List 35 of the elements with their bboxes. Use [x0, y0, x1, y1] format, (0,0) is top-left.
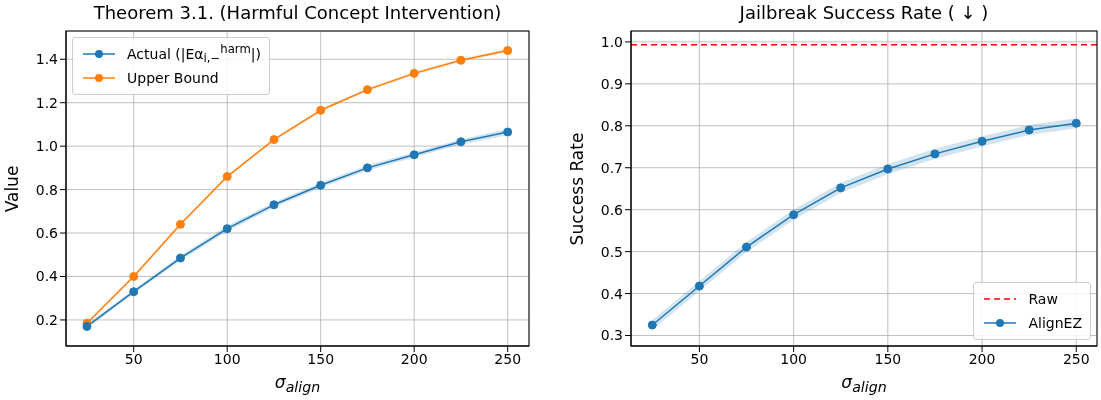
y-tick-label: 1.4 [35, 51, 59, 68]
chart-title: Theorem 3.1. (Harmful Concept Intervention) [93, 2, 502, 23]
y-tick-label: 0.2 [35, 311, 58, 328]
y-tick-label: 0.4 [35, 268, 59, 285]
y-tick-label: 1.0 [35, 138, 58, 155]
y-axis-title: Value [2, 165, 22, 212]
x-tick-label: 100 [780, 350, 807, 367]
legend-label: AlignEZ [1028, 315, 1082, 331]
x-tick-label: 150 [874, 350, 902, 367]
y-tick-label: 0.8 [35, 181, 58, 198]
x-tick-label: 150 [307, 350, 335, 367]
legend-label: Actual (|Eα$_{i,−}$$^{harm}$|) [127, 42, 261, 66]
x-axis-title: σ$_{align}$ [841, 372, 887, 396]
x-tick-label: 50 [690, 350, 709, 367]
y-tick-label: 1.2 [35, 94, 58, 111]
y-tick-label: 0.8 [600, 117, 623, 134]
x-tick-label: 200 [968, 350, 996, 367]
x-tick-label: 250 [494, 350, 522, 367]
y-tick-label: 0.3 [600, 327, 623, 344]
y-tick-label: 0.5 [600, 243, 623, 260]
x-tick-label: 50 [124, 350, 143, 367]
y-tick-label: 0.6 [600, 201, 624, 218]
y-axis-title: Success Rate [567, 132, 587, 245]
x-tick-label: 250 [1062, 350, 1090, 367]
x-tick-label: 200 [400, 350, 428, 367]
chart-title: Jailbreak Success Rate ( ↓ ) [739, 2, 989, 23]
y-tick-label: 1.0 [600, 33, 623, 50]
legend-label: Raw [1028, 291, 1058, 307]
y-tick-label: 0.4 [600, 285, 624, 302]
y-tick-label: 0.9 [600, 75, 623, 92]
x-axis-title: σ$_{align}$ [274, 372, 321, 396]
x-tick-label: 100 [213, 350, 241, 367]
legend-label: Upper Bound [127, 70, 219, 86]
y-tick-label: 0.7 [600, 159, 623, 176]
y-tick-label: 0.6 [35, 225, 59, 241]
